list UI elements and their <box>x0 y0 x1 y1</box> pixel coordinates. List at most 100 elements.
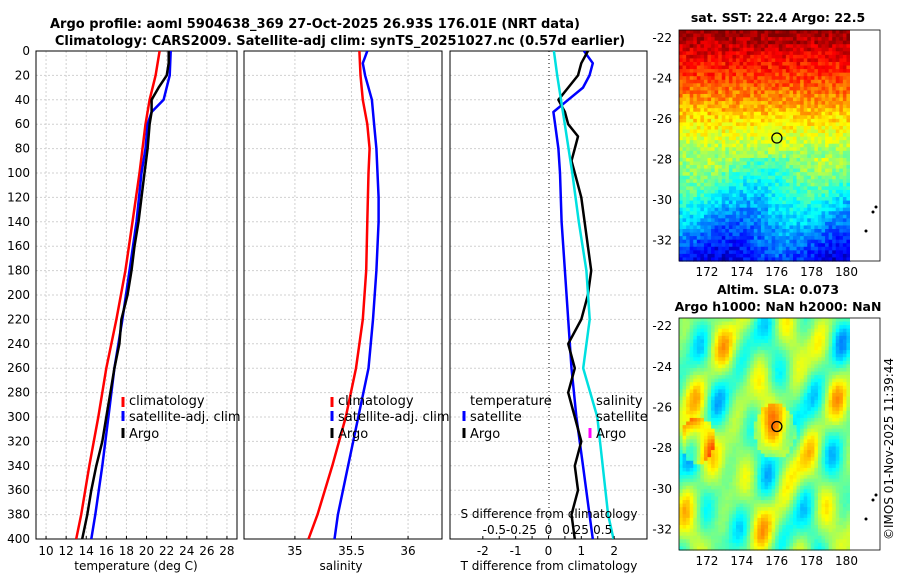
map-cell <box>757 425 761 429</box>
map-cell <box>693 179 697 183</box>
map-cell <box>825 51 829 55</box>
map-cell <box>686 73 690 77</box>
map-cell <box>807 218 811 222</box>
map-cell <box>800 418 804 422</box>
map-cell <box>789 339 793 343</box>
map-cell <box>772 225 776 229</box>
map-cell <box>843 58 847 62</box>
map-cell <box>825 229 829 233</box>
map-cell <box>757 361 761 365</box>
map-cell <box>839 386 843 390</box>
map-cell <box>722 62 726 66</box>
map-cell <box>825 407 829 411</box>
map-cell <box>708 372 712 376</box>
map-cell <box>793 41 797 45</box>
map-cell <box>718 66 722 70</box>
map-cell <box>693 225 697 229</box>
map-cell <box>715 140 719 144</box>
map-cell <box>729 133 733 137</box>
map-cell <box>761 379 765 383</box>
map-cell <box>829 375 833 379</box>
map-cell <box>804 133 808 137</box>
map-cell <box>757 436 761 440</box>
map-cell <box>772 247 776 251</box>
map-cell <box>825 190 829 194</box>
map-cell <box>686 432 690 436</box>
map-cell <box>807 400 811 404</box>
map-cell <box>814 133 818 137</box>
map-cell <box>843 37 847 41</box>
map-cell <box>722 179 726 183</box>
map-cell <box>700 222 704 226</box>
map-cell <box>836 69 840 73</box>
map-cell <box>772 386 776 390</box>
map-cell <box>740 83 744 87</box>
map-cell <box>683 240 687 244</box>
map-cell <box>711 154 715 158</box>
map-cell <box>818 422 822 426</box>
map-cell <box>822 418 826 422</box>
map-cell <box>754 83 758 87</box>
map-cell <box>846 80 850 84</box>
map-cell <box>822 347 826 351</box>
map-cell <box>750 130 754 134</box>
map-cell <box>804 108 808 112</box>
map-cell <box>761 389 765 393</box>
map-cell <box>736 122 740 126</box>
map-cell <box>804 122 808 126</box>
map-cell <box>683 243 687 247</box>
map-cell <box>690 62 694 66</box>
map-cell <box>818 130 822 134</box>
map-cell <box>797 130 801 134</box>
map-cell <box>736 357 740 361</box>
map-cell <box>811 339 815 343</box>
map-cell <box>793 318 797 322</box>
map-cell <box>722 115 726 119</box>
map-cell <box>718 247 722 251</box>
map-cell <box>825 30 829 34</box>
map-cell <box>836 397 840 401</box>
map-cell <box>722 254 726 258</box>
map-cell <box>725 51 729 55</box>
map-cell <box>793 48 797 52</box>
map-cell <box>811 154 815 158</box>
map-cell <box>704 90 708 94</box>
map-cell <box>750 186 754 190</box>
map-cell <box>829 225 833 229</box>
map-cell <box>768 51 772 55</box>
map-cell <box>786 69 790 73</box>
map-cell <box>722 140 726 144</box>
map-cell <box>829 425 833 429</box>
map-cell <box>829 250 833 254</box>
map-cell <box>829 179 833 183</box>
map-cell <box>708 183 712 187</box>
map-cell <box>779 87 783 91</box>
map-cell <box>747 130 751 134</box>
x-tick-label: -1 <box>510 544 522 558</box>
map-cell <box>725 119 729 123</box>
map-cell <box>793 404 797 408</box>
map-cell <box>747 69 751 73</box>
map-cell <box>740 151 744 155</box>
x-tick-label: 35.5 <box>338 544 365 558</box>
map-cell <box>818 69 822 73</box>
map-cell <box>772 55 776 59</box>
map-cell <box>811 73 815 77</box>
map-cell <box>779 233 783 237</box>
map-cell <box>818 357 822 361</box>
map-cell <box>715 108 719 112</box>
map-cell <box>697 361 701 365</box>
map-cell <box>750 393 754 397</box>
map-cell <box>793 137 797 141</box>
map-cell <box>747 364 751 368</box>
map-cell <box>832 58 836 62</box>
map-cell <box>736 37 740 41</box>
map-cell <box>765 411 769 415</box>
map-cell <box>683 393 687 397</box>
map-cell <box>729 397 733 401</box>
map-cell <box>804 158 808 162</box>
map-cell <box>789 361 793 365</box>
map-cell <box>829 80 833 84</box>
map-cell <box>800 225 804 229</box>
map-cell <box>822 332 826 336</box>
